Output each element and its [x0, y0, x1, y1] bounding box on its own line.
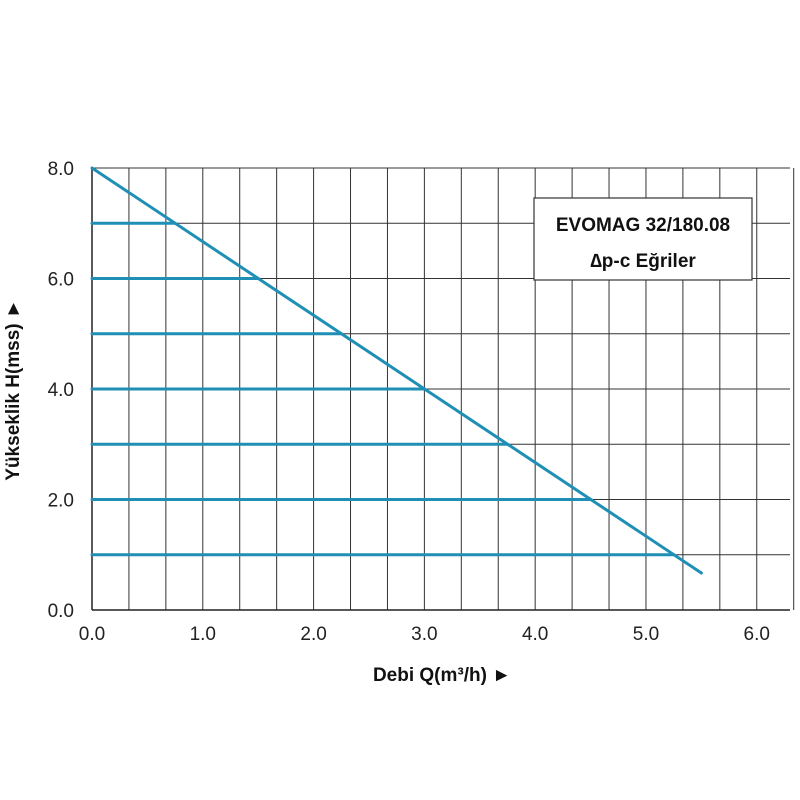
legend-title: EVOMAG 32/180.08: [556, 215, 730, 236]
series-dp-c-curve: [90, 166, 703, 575]
x-tick-label: 2.0: [300, 624, 326, 645]
y-tick-label: 6.0: [48, 270, 74, 291]
x-tick-label: 3.0: [411, 624, 437, 645]
series-group: [90, 166, 703, 575]
x-tick-label: 0.0: [79, 624, 105, 645]
x-tick-label: 6.0: [744, 624, 770, 645]
grid: [91, 167, 795, 611]
x-tick-label: 5.0: [633, 624, 659, 645]
legend-subtitle: ∆p-c Eğriler: [590, 251, 696, 272]
y-tick-label: 8.0: [48, 159, 74, 180]
legend-box: EVOMAG 32/180.08 ∆p-c Eğriler: [533, 197, 753, 281]
x-tick-label: 1.0: [190, 624, 216, 645]
x-tick-label: 4.0: [522, 624, 548, 645]
x-axis-title: Debi Q(m³/h) ►: [373, 665, 511, 686]
y-axis-title: Yükseklik H(mss) ►: [3, 299, 24, 480]
y-tick-label: 2.0: [48, 491, 74, 512]
y-tick-label: 4.0: [48, 380, 74, 401]
y-tick-label: 0.0: [48, 601, 74, 622]
legend-frame: [533, 197, 753, 281]
tick-labels: 0.0 1.0 2.0 3.0 4.0 5.0 6.0 0.0 2.0 4.0 6.0 8.0: [48, 159, 770, 645]
